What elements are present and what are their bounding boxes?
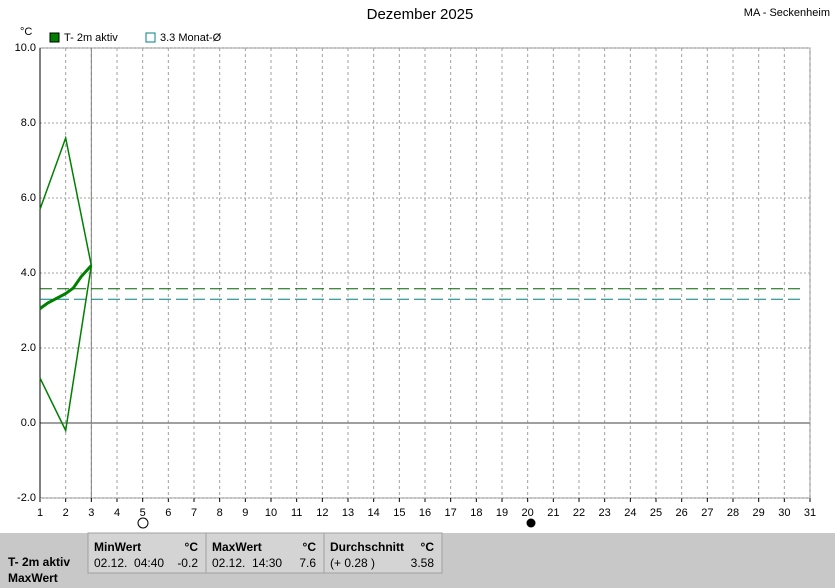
x-tick-label: 6 xyxy=(165,507,171,519)
cell-time: (+ 0.28 ) xyxy=(330,556,375,570)
cell-value: 3.58 xyxy=(411,556,435,570)
x-tick-label: 3 xyxy=(88,507,94,519)
min-line xyxy=(39,265,93,433)
x-tick-label: 1 xyxy=(37,507,43,519)
y-tick-label: 2.0 xyxy=(21,342,36,354)
x-tick-label: 12 xyxy=(316,507,328,519)
x-tick-label: 7 xyxy=(191,507,197,519)
y-tick-label: 8.0 xyxy=(21,117,36,129)
x-tick-label: 27 xyxy=(701,507,713,519)
column-header: Durchschnitt xyxy=(330,540,404,554)
y-axis-label: °C xyxy=(20,26,32,38)
legend-label: T- 2m aktiv xyxy=(64,32,118,44)
x-tick-label: 28 xyxy=(727,507,739,519)
x-tick-label: 20 xyxy=(522,507,534,519)
column-header: MaxWert xyxy=(212,540,262,554)
cell-time: 02.12. 14:30 xyxy=(212,556,282,570)
x-tick-label: 4 xyxy=(114,507,120,519)
cell-time: 02.12. 04:40 xyxy=(94,556,164,570)
x-tick-label: 29 xyxy=(753,507,765,519)
x-tick-label: 13 xyxy=(342,507,354,519)
stats-cell xyxy=(205,532,325,574)
location: MA - Seckenheim xyxy=(744,7,830,19)
x-tick-label: 21 xyxy=(547,507,559,519)
x-tick-label: 15 xyxy=(393,507,405,519)
cell-value: -0.2 xyxy=(177,556,198,570)
legend-label: 3.3 Monat-Ø xyxy=(160,32,222,44)
y-tick-label: 10.0 xyxy=(15,42,36,54)
x-tick-label: 30 xyxy=(778,507,790,519)
y-tick-label: 6.0 xyxy=(21,192,36,204)
legend-swatch xyxy=(145,32,156,43)
x-tick-label: 8 xyxy=(217,507,223,519)
x-tick-label: 22 xyxy=(573,507,585,519)
x-tick-label: 5 xyxy=(140,507,146,519)
x-tick-label: 23 xyxy=(599,507,611,519)
chart-title: Dezember 2025 xyxy=(367,6,474,23)
legend-swatch xyxy=(49,32,60,43)
column-unit: °C xyxy=(185,540,199,554)
x-tick-label: 19 xyxy=(496,507,508,519)
column-header: MinWert xyxy=(94,540,141,554)
x-tick-label: 2 xyxy=(63,507,69,519)
x-tick-label: 14 xyxy=(368,507,380,519)
y-tick-label: -2.0 xyxy=(17,492,36,504)
y-tick-label: 4.0 xyxy=(21,267,36,279)
max-line xyxy=(39,135,93,266)
stats-cell xyxy=(87,532,207,574)
x-tick-label: 10 xyxy=(265,507,277,519)
x-tick-label: 31 xyxy=(804,507,816,519)
x-tick-label: 25 xyxy=(650,507,662,519)
x-tick-label: 18 xyxy=(470,507,482,519)
x-tick-label: 26 xyxy=(676,507,688,519)
column-unit: °C xyxy=(303,540,317,554)
y-tick-label: 0.0 xyxy=(21,417,36,429)
series-line xyxy=(39,264,93,310)
column-unit: °C xyxy=(421,540,435,554)
cell-value: 7.6 xyxy=(299,556,316,570)
x-tick-label: 17 xyxy=(445,507,457,519)
x-tick-label: 11 xyxy=(291,507,302,519)
x-tick-label: 16 xyxy=(419,507,431,519)
x-tick-label: 9 xyxy=(242,507,248,519)
x-tick-label: 24 xyxy=(624,507,636,519)
row-label: T- 2m aktiv xyxy=(8,555,70,569)
stats-cell xyxy=(323,532,443,574)
new-moon-icon xyxy=(526,518,536,528)
row-label: MaxWert xyxy=(8,571,58,585)
full-moon-icon xyxy=(137,517,149,529)
